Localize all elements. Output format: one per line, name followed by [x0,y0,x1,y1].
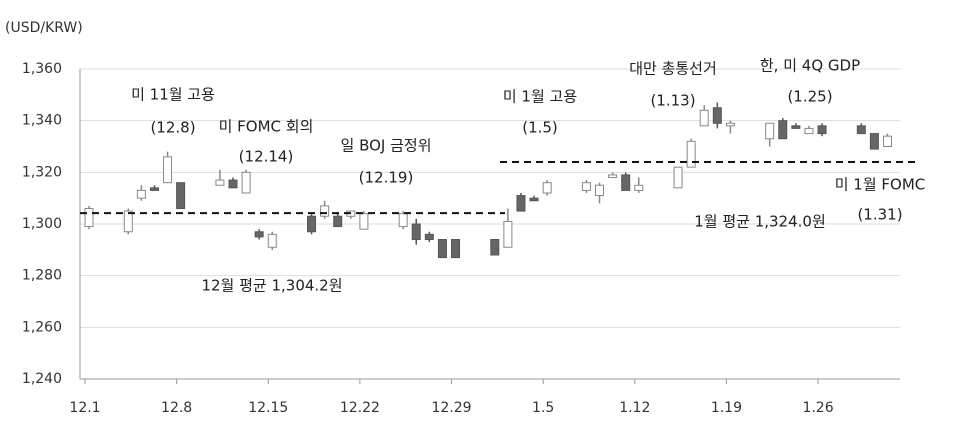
candle-body [333,215,343,228]
candle-body [804,127,814,135]
candle-body [621,174,631,191]
x-tick-label: 12.22 [340,400,380,416]
annotation-date: (1.31) [857,206,902,224]
annotation-date: (12.14) [239,148,294,166]
candle-body [778,120,788,140]
y-tick-label: 1,280 [22,268,62,284]
x-tick-label: 12.1 [69,400,100,416]
candle-body [359,213,369,230]
x-tick-label: 1.5 [532,400,554,416]
annotation: 대만 총통선거 [629,60,717,78]
y-tick-label: 1,340 [22,113,62,129]
candle-body [608,174,618,179]
candle-body [84,208,94,228]
candle-body [516,195,526,212]
candle-body [267,233,277,248]
annotation: 일 BOJ 금정위 [341,137,432,155]
x-tick-label: 12.8 [161,400,192,416]
annotation: 미 11월 고용 [131,86,215,104]
candle-body [437,239,447,259]
candle-body [307,215,317,233]
candle-body [542,182,552,194]
candle-body [424,233,434,240]
y-tick-label: 1,260 [22,319,62,335]
candle-body [163,156,173,184]
x-tick-label: 12.29 [431,400,471,416]
candle-body [581,182,591,191]
average-label: 12월 평균 1,304.2원 [201,277,342,295]
annotation-date: (1.5) [522,119,558,137]
y-axis-label: (USD/KRW) [5,20,83,36]
y-tick-label: 1,320 [22,164,62,180]
candle-body [725,122,735,127]
candle-body [320,205,330,217]
candle-body [176,182,186,210]
candle-body [595,184,605,197]
x-tick-label: 1.26 [802,400,833,416]
x-tick-label: 12.15 [248,400,288,416]
candle-body [856,125,866,135]
candle-body [869,133,879,150]
candle-body [136,189,146,199]
candle-body [123,210,133,233]
candle-body [228,179,238,189]
candle-body [503,220,513,248]
y-tick-label: 1,360 [22,61,62,77]
candle-body [765,122,775,140]
y-tick-label: 1,300 [22,216,62,232]
candle-body [817,125,827,135]
candle-body [149,187,159,191]
candle-body [882,135,892,148]
candle-body [451,239,461,259]
annotation: 한, 미 4Q GDP [760,57,860,75]
candle-body [712,107,722,124]
candle-body [791,125,801,129]
candle-body [398,213,408,228]
annotation-date: (1.13) [650,92,695,110]
annotation: 미 1월 FOMC [835,176,926,194]
candle-body [699,109,709,127]
annotation-date: (12.8) [150,119,195,137]
annotation-date: (12.19) [359,169,414,187]
candle-body [490,239,500,256]
candle-body [254,231,264,238]
candle-body [411,223,421,240]
annotation: 미 1월 고용 [503,88,577,106]
candle-body [215,179,225,186]
annotation-date: (1.25) [787,88,832,106]
candle-body [686,140,696,168]
annotation: 미 FOMC 회의 [219,118,314,136]
candle-body [241,171,251,194]
x-tick-label: 1.12 [619,400,650,416]
candle-body [529,197,539,202]
x-tick-label: 1.19 [711,400,742,416]
candle-body [634,184,644,191]
candle-body [673,166,683,189]
average-label: 1월 평균 1,324.0원 [694,213,826,231]
y-tick-label: 1,240 [22,371,62,387]
